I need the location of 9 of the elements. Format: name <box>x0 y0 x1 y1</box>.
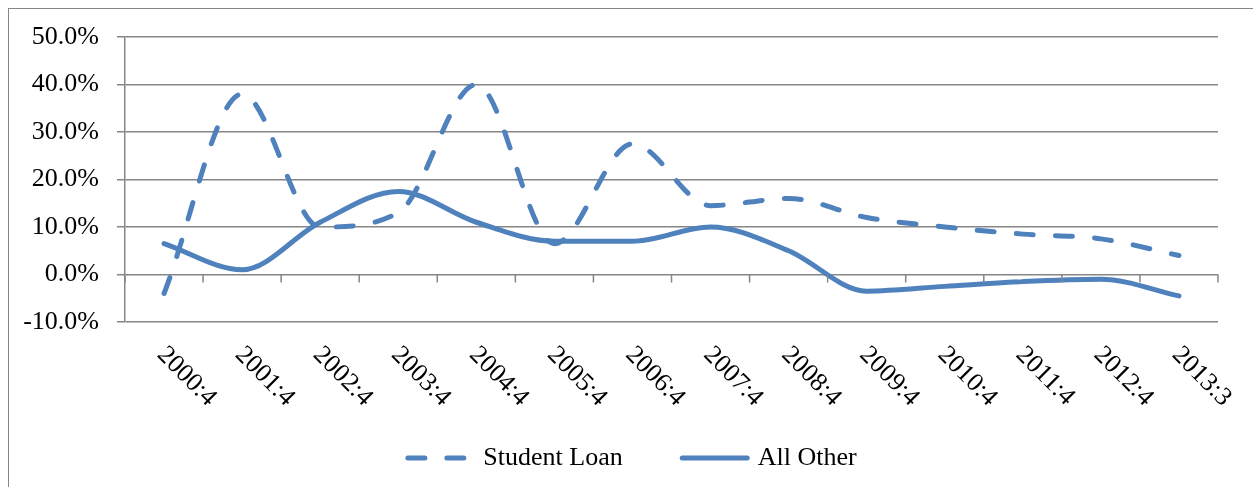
y-tick-label: 0.0% <box>44 258 99 288</box>
legend-label: All Other <box>757 441 857 471</box>
y-tick-label: 20.0% <box>31 163 99 193</box>
y-tick-label: 10.0% <box>31 210 99 240</box>
y-tick-label: 50.0% <box>31 20 99 50</box>
legend-label: Student Loan <box>483 441 623 471</box>
y-tick-label: -10.0% <box>23 305 99 335</box>
y-tick-label: 40.0% <box>31 68 99 98</box>
y-tick-label: 30.0% <box>31 115 99 145</box>
